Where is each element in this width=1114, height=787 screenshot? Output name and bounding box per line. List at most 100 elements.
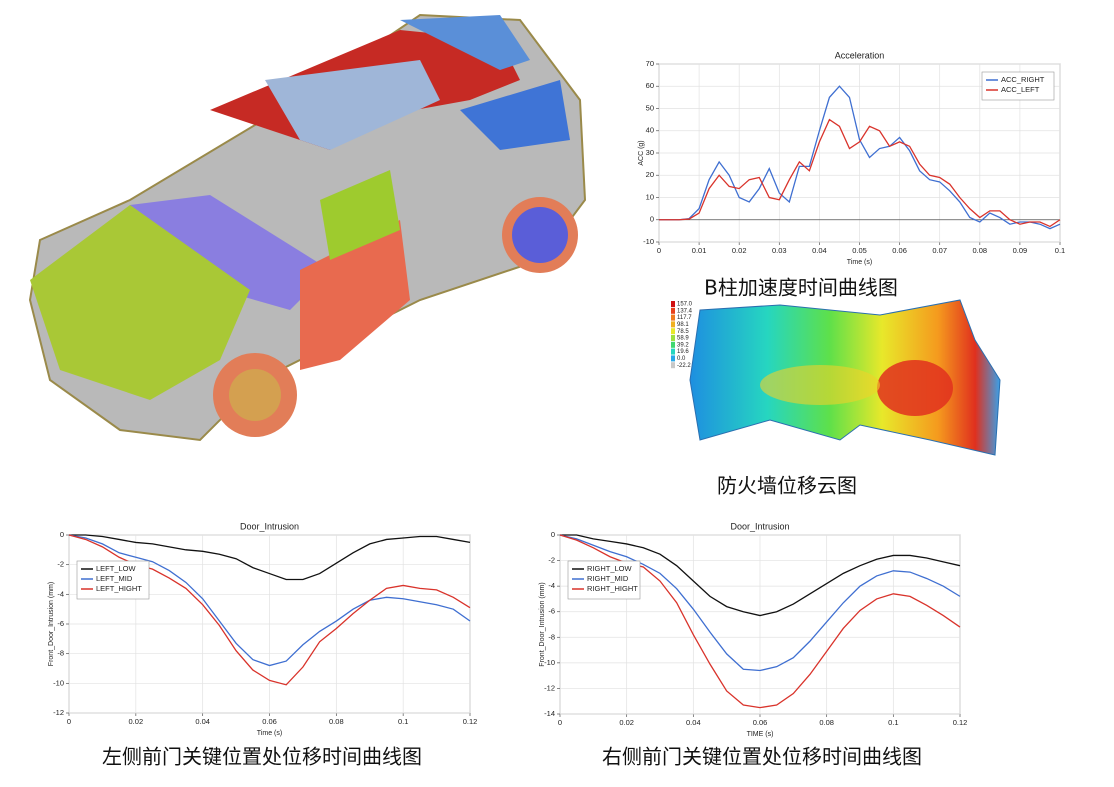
legend-label: LEFT_MID bbox=[96, 574, 133, 583]
y-tick-label: -2 bbox=[57, 560, 64, 569]
x-tick-label: 0.12 bbox=[463, 717, 478, 726]
y-axis-label: Front_Door_Intrusion (mm) bbox=[48, 582, 55, 666]
x-tick-label: 0.06 bbox=[753, 718, 768, 727]
series-line bbox=[69, 534, 471, 581]
y-axis-label: Front_Door_Intrusion (mm) bbox=[539, 582, 546, 666]
x-tick-label: 0.04 bbox=[812, 246, 827, 255]
y-tick-label: 30 bbox=[646, 148, 654, 157]
x-tick-label: 0.04 bbox=[686, 718, 701, 727]
legend-label: 39.2 bbox=[677, 342, 689, 348]
caption: 右侧前门关键位置处位移时间曲线图 bbox=[602, 745, 922, 769]
y-tick-label: -8 bbox=[57, 649, 64, 658]
y-tick-label: -6 bbox=[548, 607, 555, 616]
x-tick-label: 0.03 bbox=[772, 246, 787, 255]
y-tick-label: -14 bbox=[544, 709, 555, 718]
x-tick-label: 0 bbox=[657, 246, 661, 255]
legend-label: 98.1 bbox=[677, 322, 689, 328]
legend-swatch bbox=[671, 335, 675, 341]
y-tick-label: 40 bbox=[646, 126, 654, 135]
chart: Door_Intrusion Time (s) Front_Door_Intrusi… bbox=[48, 521, 477, 736]
y-tick-label: 0 bbox=[60, 530, 64, 539]
contour-legend: 157.0137.4117.798.178.558.939.219.60.0-2… bbox=[671, 301, 693, 369]
series-line bbox=[559, 534, 961, 672]
x-axis-label: Time (s) bbox=[847, 259, 872, 266]
y-tick-label: -4 bbox=[548, 581, 555, 590]
legend-swatch bbox=[671, 328, 675, 335]
x-tick-label: 0.04 bbox=[195, 717, 210, 726]
x-tick-label: 0.08 bbox=[972, 246, 987, 255]
y-tick-label: -8 bbox=[548, 632, 555, 641]
legend-label: ACC_LEFT bbox=[1001, 85, 1040, 94]
legend-box bbox=[76, 560, 150, 600]
y-tick-label: 70 bbox=[646, 59, 654, 68]
legend-label: 137.4 bbox=[677, 308, 693, 314]
x-tick-label: 0.06 bbox=[262, 717, 277, 726]
legend-swatch bbox=[671, 321, 675, 328]
legend-label: 78.5 bbox=[677, 329, 689, 335]
y-tick-label: -6 bbox=[57, 619, 64, 628]
legend-swatch bbox=[671, 314, 675, 321]
legend-box bbox=[981, 71, 1055, 101]
car-model bbox=[28, 13, 587, 442]
legend-label: 117.7 bbox=[677, 315, 692, 321]
legend-label: ACC_RIGHT bbox=[1001, 75, 1045, 84]
series-line bbox=[659, 118, 1061, 228]
legend-swatch bbox=[671, 348, 675, 355]
caption: 左侧前门关键位置处位移时间曲线图 bbox=[102, 745, 422, 769]
x-tick-label: 0.1 bbox=[888, 718, 898, 727]
y-tick-label: 60 bbox=[646, 81, 654, 90]
x-tick-label: 0.06 bbox=[892, 246, 907, 255]
caption: 防火墙位移云图 bbox=[717, 474, 857, 498]
y-tick-label: 0 bbox=[650, 215, 654, 224]
chart-title: Door_Intrusion bbox=[730, 521, 789, 531]
series-line bbox=[659, 85, 1061, 230]
x-tick-label: 0 bbox=[67, 717, 71, 726]
x-tick-label: 0.08 bbox=[819, 718, 834, 727]
firewall-contour bbox=[689, 299, 1001, 456]
y-tick-label: 10 bbox=[646, 192, 654, 201]
legend-swatch bbox=[671, 307, 675, 314]
chart-title: Door_Intrusion bbox=[240, 521, 299, 531]
x-tick-label: 0 bbox=[558, 718, 562, 727]
y-tick-label: 50 bbox=[646, 103, 654, 112]
series-line bbox=[560, 534, 961, 617]
x-axis-label: TIME (s) bbox=[747, 731, 774, 738]
legend-label: 58.9 bbox=[677, 336, 689, 342]
x-tick-label: 0.1 bbox=[398, 717, 408, 726]
legend-label: 157.0 bbox=[677, 302, 693, 308]
y-tick-label: -12 bbox=[53, 708, 64, 717]
x-axis-label: Time (s) bbox=[257, 730, 282, 737]
y-tick-label: -10 bbox=[643, 237, 654, 246]
caption: B柱加速度时间曲线图 bbox=[704, 276, 898, 300]
x-tick-label: 0.09 bbox=[1013, 246, 1028, 255]
chart: Acceleration Time (s) ACC (g) 0 0.01 0.02 0.03… bbox=[638, 50, 1065, 265]
legend-label: RIGHT_MID bbox=[587, 574, 629, 583]
x-tick-label: 0.07 bbox=[932, 246, 947, 255]
x-tick-label: 0.05 bbox=[852, 246, 867, 255]
y-tick-label: 0 bbox=[551, 530, 555, 539]
y-tick-label: -10 bbox=[544, 658, 555, 667]
legend-swatch bbox=[671, 341, 675, 348]
y-tick-label: -12 bbox=[544, 683, 555, 692]
legend-swatch bbox=[671, 362, 675, 369]
legend-label: -22.2 bbox=[677, 363, 691, 369]
y-tick-label: 20 bbox=[646, 170, 654, 179]
x-tick-label: 0.02 bbox=[619, 718, 634, 727]
y-tick-label: -10 bbox=[53, 678, 64, 687]
x-tick-label: 0.12 bbox=[953, 718, 968, 727]
y-axis-label: ACC (g) bbox=[638, 140, 645, 165]
y-tick-label: -4 bbox=[57, 589, 64, 598]
legend-box bbox=[567, 560, 641, 600]
legend-swatch bbox=[671, 355, 675, 362]
legend-label: 19.6 bbox=[677, 349, 689, 355]
legend-label: LEFT_LOW bbox=[96, 564, 137, 573]
legend-label: RIGHT_LOW bbox=[587, 564, 633, 573]
x-tick-label: 0.1 bbox=[1055, 246, 1065, 255]
x-tick-label: 0.02 bbox=[732, 246, 747, 255]
legend-label: RIGHT_HIGHT bbox=[587, 584, 638, 593]
chart: Door_Intrusion TIME (s) Front_Door_Intrusi… bbox=[539, 521, 967, 737]
chart-title: Acceleration bbox=[835, 50, 885, 60]
x-tick-label: 0.01 bbox=[692, 246, 707, 255]
